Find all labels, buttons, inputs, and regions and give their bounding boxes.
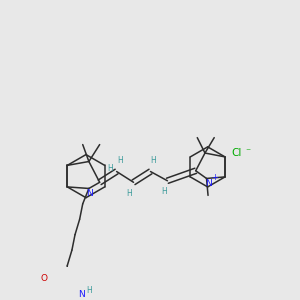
Text: H: H bbox=[161, 187, 167, 196]
Text: +: + bbox=[212, 173, 218, 182]
Text: O: O bbox=[41, 274, 48, 283]
Text: H: H bbox=[126, 189, 132, 198]
Text: H: H bbox=[151, 156, 156, 165]
Text: H: H bbox=[86, 286, 92, 296]
Text: N: N bbox=[78, 290, 85, 299]
Text: N: N bbox=[86, 189, 93, 198]
Text: H: H bbox=[117, 156, 123, 165]
Text: ⁻: ⁻ bbox=[245, 147, 250, 157]
Text: N: N bbox=[205, 179, 212, 188]
Text: Cl: Cl bbox=[232, 148, 242, 158]
Text: H: H bbox=[108, 164, 113, 173]
